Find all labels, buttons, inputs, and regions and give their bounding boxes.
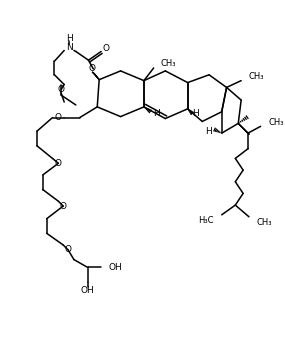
Text: O: O — [65, 245, 72, 254]
Text: H: H — [66, 34, 72, 43]
Polygon shape — [238, 124, 249, 135]
Text: O: O — [55, 159, 62, 168]
Polygon shape — [92, 72, 99, 80]
Text: O: O — [60, 202, 67, 211]
Text: CH₃: CH₃ — [257, 218, 272, 227]
Text: O: O — [103, 44, 109, 53]
Text: CH₃: CH₃ — [249, 72, 264, 81]
Text: O: O — [55, 113, 62, 122]
Text: OH: OH — [81, 286, 94, 295]
Text: H₃C: H₃C — [198, 216, 214, 225]
Text: H: H — [193, 109, 199, 118]
Text: CH₃: CH₃ — [160, 59, 176, 68]
Text: OH: OH — [109, 263, 123, 272]
Text: O: O — [89, 65, 96, 74]
Text: O: O — [58, 85, 65, 94]
Text: N: N — [66, 43, 72, 52]
Text: CH₃: CH₃ — [268, 118, 284, 127]
Text: H: H — [153, 109, 159, 118]
Text: H: H — [205, 127, 212, 136]
